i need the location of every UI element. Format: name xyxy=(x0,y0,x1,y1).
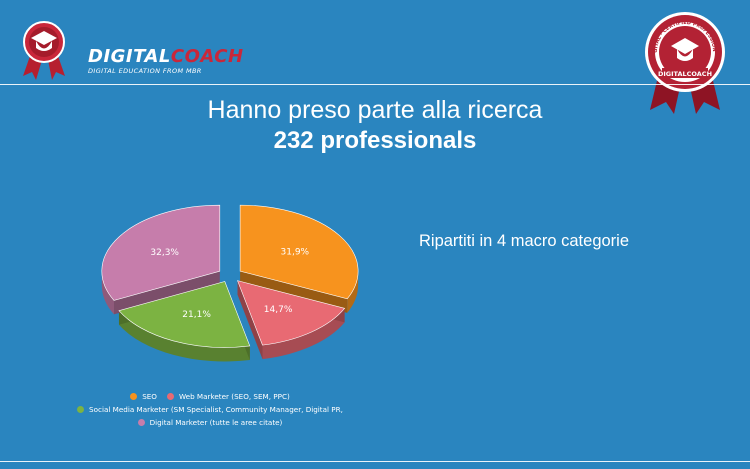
pie-chart: 31,9% 14,7% 21,1% 32,3% xyxy=(101,204,359,362)
pie-slice-side xyxy=(101,271,220,315)
legend-item-web-marketer: Web Marketer (SEO, SEM, PPC) xyxy=(166,392,290,401)
legend-swatch xyxy=(166,393,174,400)
pie-slice-3 xyxy=(101,204,221,301)
chart-legend: SEO Web Marketer (SEO, SEM, PPC) Social … xyxy=(0,390,420,429)
legend-swatch xyxy=(130,393,138,400)
pie-slice-label: 32,3% xyxy=(150,248,179,258)
pie-slice-2 xyxy=(118,281,251,348)
pie-slice-0 xyxy=(239,204,359,300)
brand-name: DIGITALCOACH xyxy=(88,46,244,67)
graduate-badge-icon xyxy=(23,21,65,80)
legend-row-2: Social Media Marketer (SM Specialist, Co… xyxy=(0,403,420,416)
pie-slice-label: 21,1% xyxy=(182,310,211,320)
legend-item-seo: SEO xyxy=(130,392,157,401)
footer-divider xyxy=(0,461,750,462)
categories-note: Ripartiti in 4 macro categorie xyxy=(419,232,630,250)
legend-swatch xyxy=(137,419,145,426)
pie-slice-1 xyxy=(237,280,346,346)
legend-row-1: SEO Web Marketer (SEO, SEM, PPC) xyxy=(0,390,420,403)
pie-slice-label: 31,9% xyxy=(281,248,310,258)
slide-subtitle: 232 professionals xyxy=(273,127,477,154)
legend-item-social-media-marketer: Social Media Marketer (SM Specialist, Co… xyxy=(77,405,343,414)
header-divider xyxy=(0,84,750,85)
pie-slice-label: 14,7% xyxy=(264,305,293,315)
legend-swatch xyxy=(77,406,85,413)
digitalcoach-logo: DIGITALCOACH DIGITAL EDUCATION FROM MBR xyxy=(18,18,243,80)
certified-professional-seal: DIGITAL · CERTIFIED PROFESSIONAL DIGITAL… xyxy=(638,2,730,114)
svg-text:DIGITALCOACH: DIGITALCOACH xyxy=(658,70,712,78)
legend-item-digital-marketer: Digital Marketer (tutte le aree citate) xyxy=(137,418,282,427)
legend-row-3: Digital Marketer (tutte le aree citate) xyxy=(0,416,420,429)
slide-title: Hanno preso parte alla ricerca xyxy=(207,96,543,124)
brand-tagline: DIGITAL EDUCATION FROM MBR xyxy=(88,67,202,75)
